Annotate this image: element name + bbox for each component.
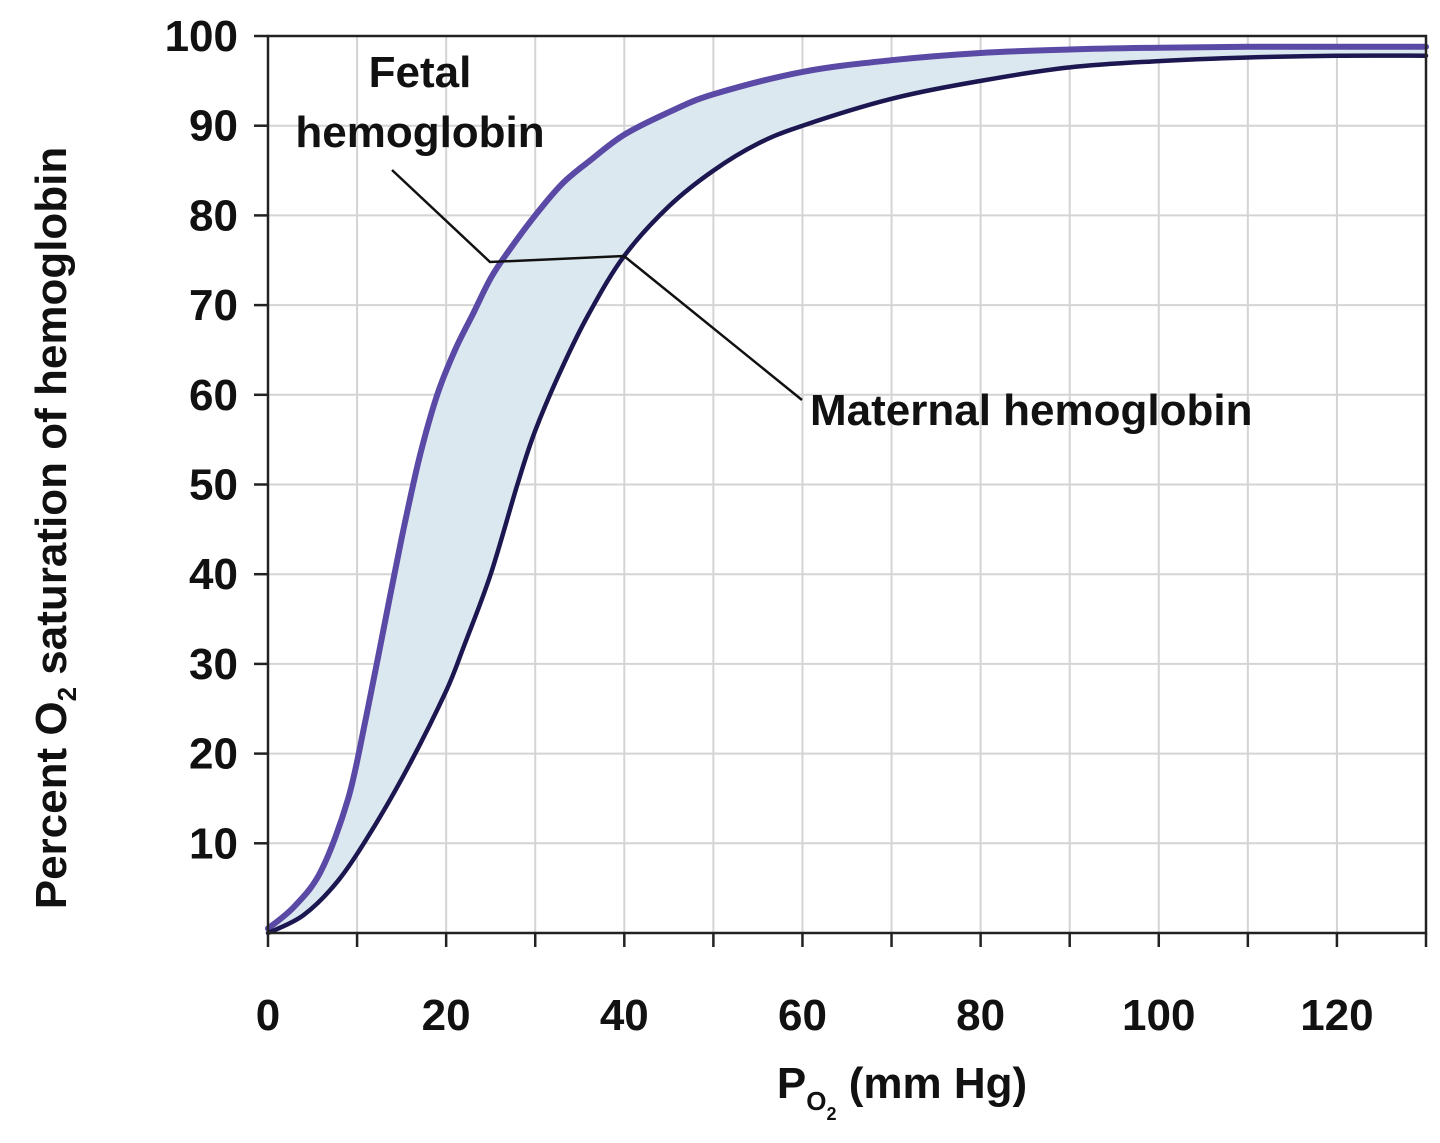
x-tick-label-60: 60 — [778, 991, 827, 1040]
fetal-label-line-2: hemoglobin — [295, 108, 544, 157]
fetal-hemoglobin-curve — [265, 43, 1429, 932]
x-tick-label-100: 100 — [1122, 991, 1195, 1040]
saturation-difference-band — [268, 46, 1426, 933]
y-tick-label-100: 100 — [165, 12, 238, 61]
grid-lines — [268, 36, 1426, 933]
x-tick-labels: 0 20 40 60 80 100 120 — [256, 991, 1374, 1040]
x-tick-label-40: 40 — [600, 991, 649, 1040]
maternal-hemoglobin-curve — [265, 53, 1429, 936]
x-tick-label-0: 0 — [256, 991, 280, 1040]
fetal-hemoglobin-label: Fetal hemoglobin — [295, 48, 544, 157]
y-tick-label-40: 40 — [189, 550, 238, 599]
y-tick-label-20: 20 — [189, 730, 238, 779]
x-axis-title: PO2 (mm Hg) — [777, 1059, 1027, 1124]
y-tick-label-30: 30 — [189, 640, 238, 689]
y-tick-labels: 10 20 30 40 50 60 70 80 90 100 — [165, 12, 238, 868]
y-tick-label-60: 60 — [189, 371, 238, 420]
curves — [265, 43, 1429, 936]
y-tick-label-80: 80 — [189, 191, 238, 240]
x-tick-label-120: 120 — [1300, 991, 1373, 1040]
x-tick-label-80: 80 — [956, 991, 1005, 1040]
y-tick-label-90: 90 — [189, 102, 238, 151]
maternal-hemoglobin-label: Maternal hemoglobin — [810, 386, 1252, 435]
y-axis-title: Percent O2 saturation of hemoglobin — [27, 147, 82, 910]
y-tick-label-70: 70 — [189, 281, 238, 330]
y-tick-label-50: 50 — [189, 461, 238, 510]
x-tick-label-20: 20 — [422, 991, 471, 1040]
label-leader-line — [391, 169, 803, 401]
fetal-label-line-1: Fetal — [369, 48, 472, 97]
y-tick-label-10: 10 — [189, 819, 238, 868]
axis-ticks — [254, 34, 1428, 947]
